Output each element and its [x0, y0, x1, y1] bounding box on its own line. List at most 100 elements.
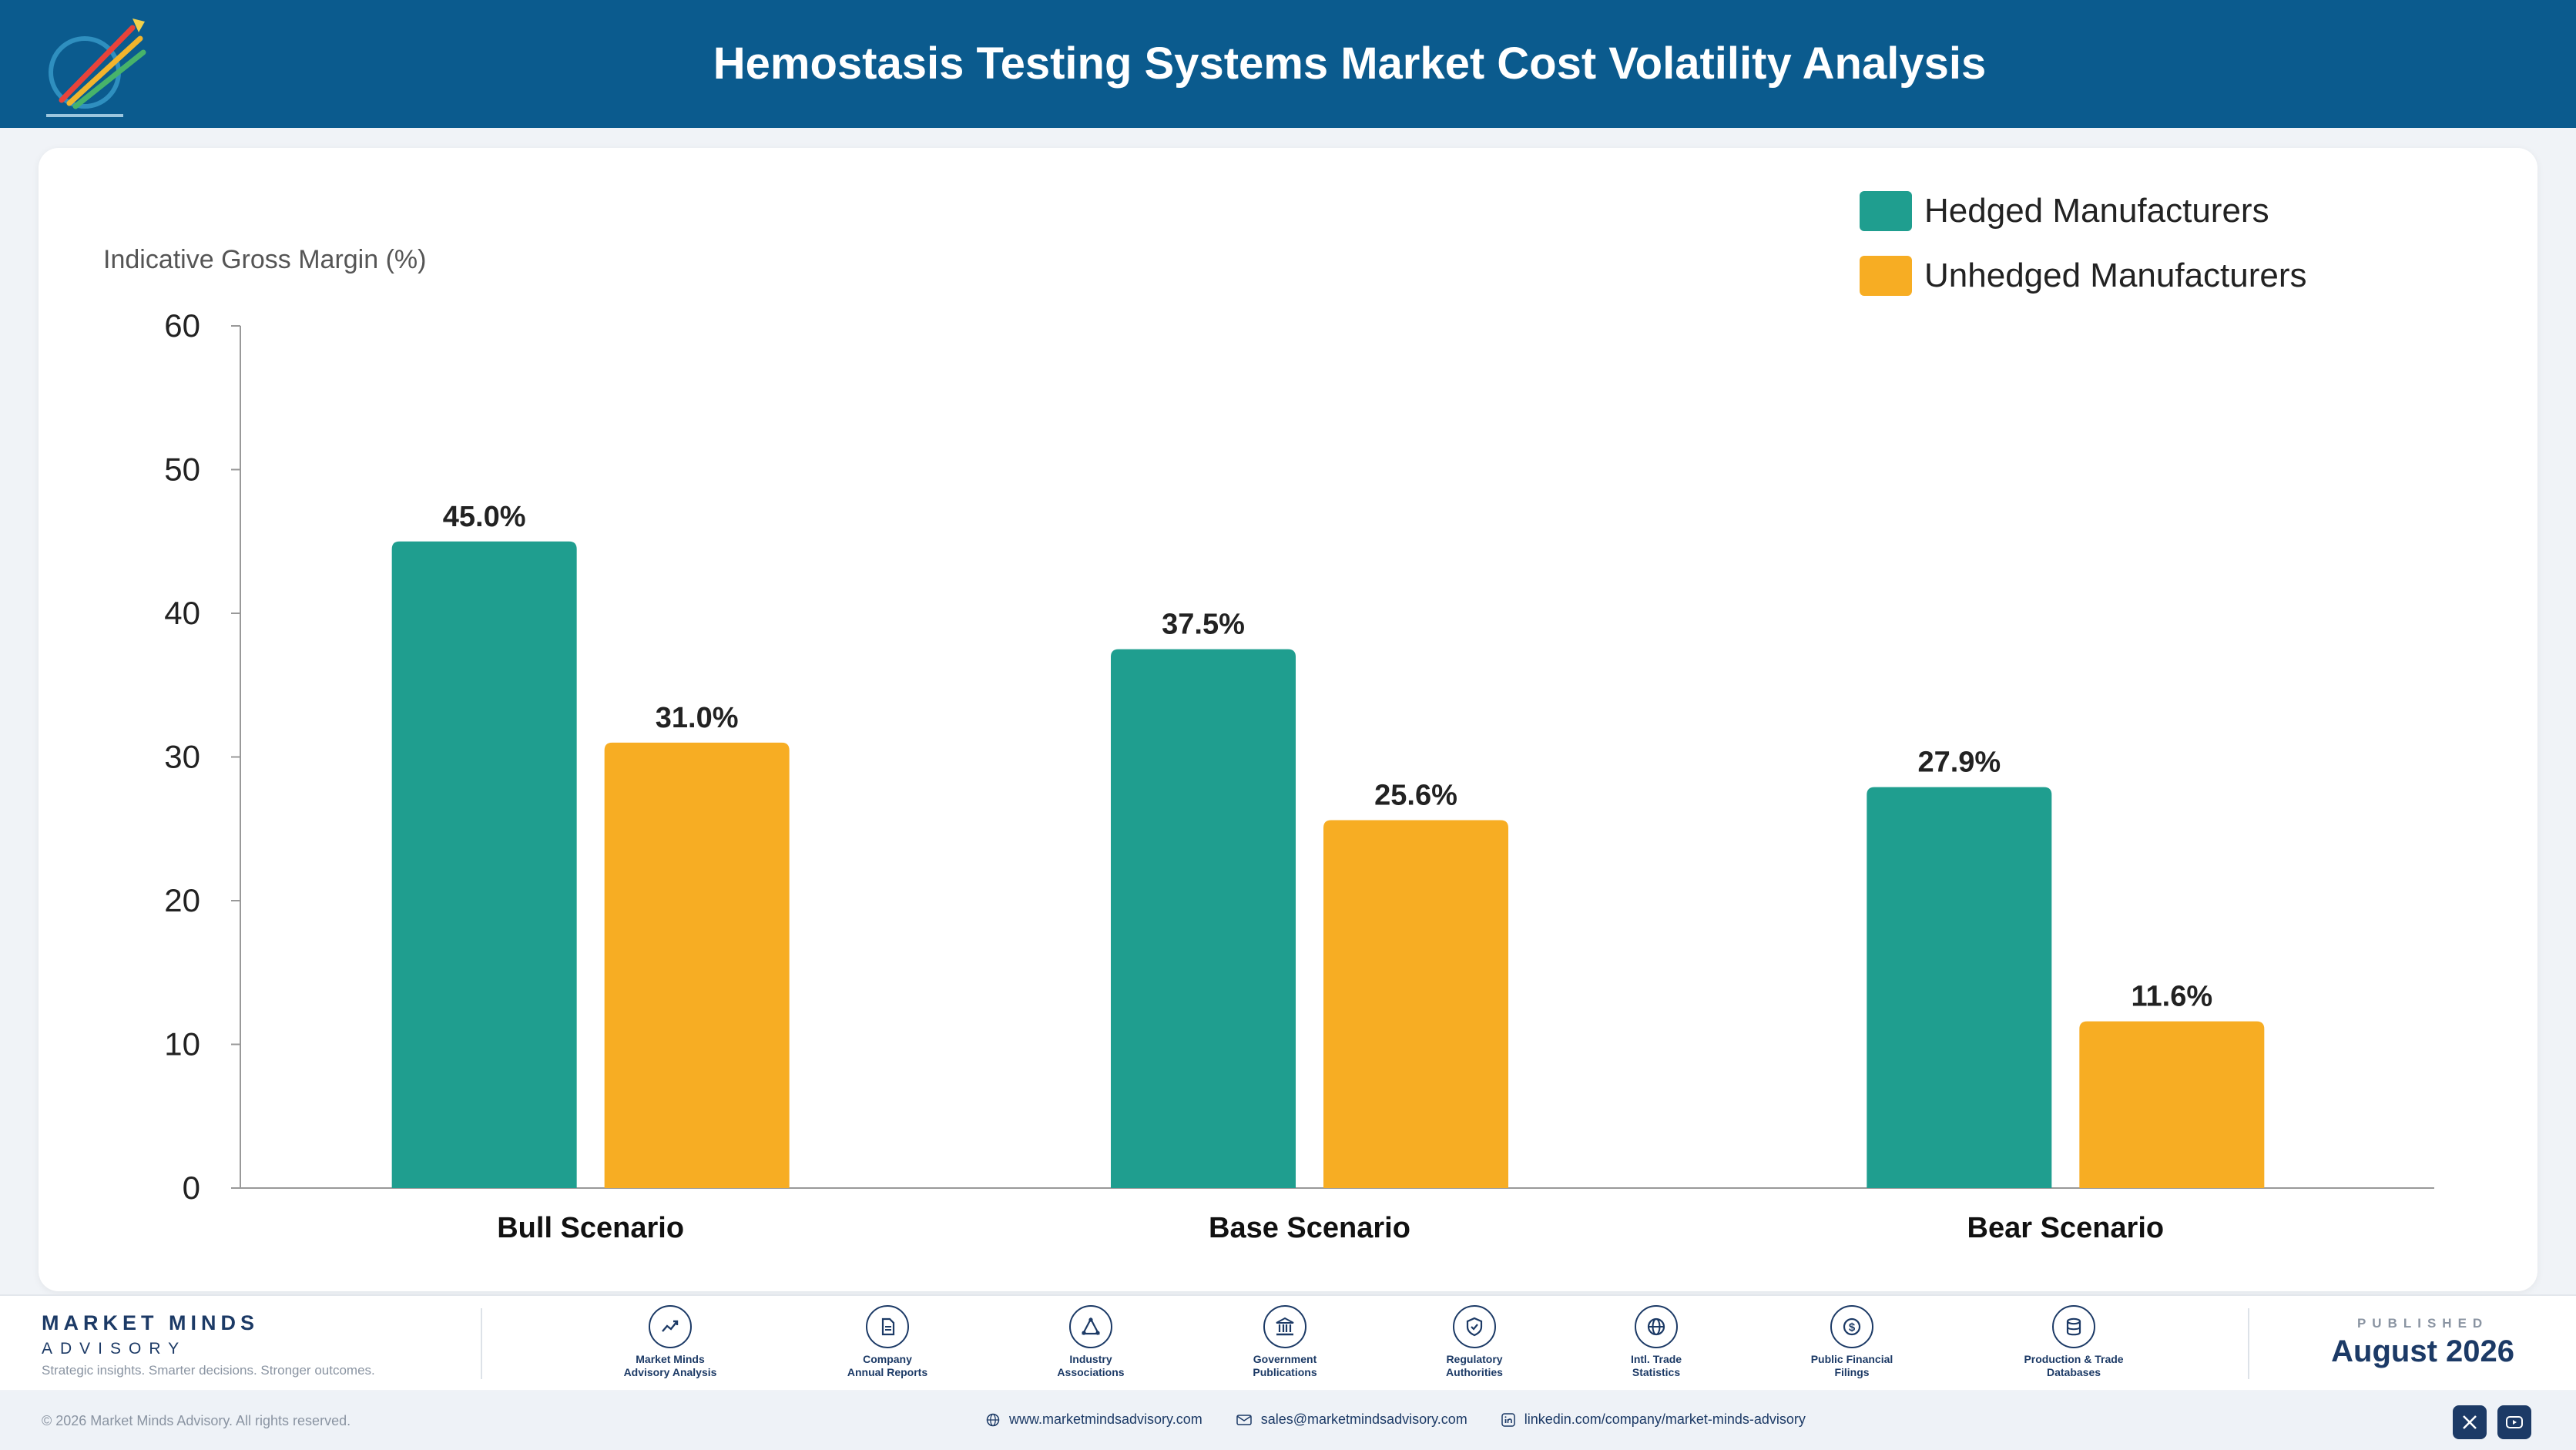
- government-building-icon: [1263, 1305, 1306, 1348]
- website-text: www.marketmindsadvisory.com: [1009, 1411, 1202, 1427]
- bar-unhedged: [1323, 820, 1508, 1188]
- header-bar: Hemostasis Testing Systems Market Cost V…: [0, 0, 2576, 128]
- source-label: Government Publications: [1200, 1353, 1370, 1379]
- source-label-line2: Publications: [1253, 1366, 1317, 1378]
- youtube-icon: [2506, 1416, 2523, 1428]
- bar-hedged: [1111, 649, 1296, 1188]
- data-sources: Market Minds Advisory Analysis Company Annu…: [570, 1305, 2157, 1388]
- mail-icon: [1236, 1414, 1252, 1425]
- source-label-line2: Annual Reports: [847, 1366, 928, 1378]
- bar-value-label: 11.6%: [2132, 981, 2213, 1013]
- company-logo: [46, 18, 146, 117]
- source-item: $ Public Financial Filings: [1767, 1305, 1937, 1379]
- source-label-line2: Statistics: [1632, 1366, 1681, 1378]
- source-label-line1: Industry: [1069, 1353, 1112, 1365]
- source-label: Production & Trade Databases: [1989, 1353, 2158, 1379]
- source-label-line1: Government: [1253, 1353, 1317, 1365]
- source-item: Market Minds Advisory Analysis: [585, 1305, 755, 1379]
- y-tick-label: 40: [164, 595, 200, 631]
- email-link[interactable]: sales@marketmindsadvisory.com: [1236, 1411, 1467, 1428]
- y-tick-label: 0: [183, 1170, 200, 1206]
- source-label-line2: Advisory Analysis: [623, 1366, 717, 1378]
- bottom-bar: © 2026 Market Minds Advisory. All rights…: [0, 1391, 2576, 1450]
- linkedin-text: linkedin.com/company/market-minds-adviso…: [1524, 1411, 1806, 1427]
- bar-unhedged: [2079, 1021, 2265, 1188]
- source-label-line1: Regulatory: [1446, 1353, 1503, 1365]
- source-label-line1: Intl. Trade: [1630, 1353, 1682, 1365]
- chart-card: Indicative Gross Margin (%) 0 10 20 30 40 50 60…: [39, 148, 2537, 1291]
- shield-check-icon: [1453, 1305, 1496, 1348]
- contact-links: www.marketmindsadvisory.com sales@market…: [986, 1411, 1806, 1428]
- x-category-label: Bull Scenario: [497, 1212, 684, 1244]
- x-social-button[interactable]: [2453, 1405, 2487, 1439]
- footer-divider: [481, 1308, 482, 1379]
- y-tick-label: 50: [164, 451, 200, 488]
- bar-hedged: [391, 541, 577, 1188]
- y-tick-label: 60: [164, 307, 200, 344]
- linkedin-icon: [1501, 1412, 1515, 1427]
- legend-swatch: [1860, 191, 1912, 231]
- source-label: Public Financial Filings: [1767, 1353, 1937, 1379]
- y-axis-label: Indicative Gross Margin (%): [103, 245, 426, 274]
- document-icon: [866, 1305, 909, 1348]
- legend-label: Unhedged Manufacturers: [1924, 257, 2307, 294]
- source-label-line2: Authorities: [1446, 1366, 1503, 1378]
- brand-block: MARKET MINDS ADVISORY Strategic insights…: [42, 1311, 375, 1378]
- source-item: Government Publications: [1200, 1305, 1370, 1379]
- bar-unhedged: [604, 742, 790, 1188]
- y-tick-label: 20: [164, 882, 200, 918]
- linkedin-link[interactable]: linkedin.com/company/market-minds-adviso…: [1501, 1411, 1806, 1428]
- source-label: Intl. Trade Statistics: [1571, 1353, 1741, 1379]
- footer: MARKET MINDS ADVISORY Strategic insights…: [0, 1294, 2576, 1390]
- trend-chart-icon: [649, 1305, 692, 1348]
- website-link[interactable]: www.marketmindsadvisory.com: [986, 1411, 1202, 1428]
- youtube-social-button[interactable]: [2497, 1405, 2531, 1439]
- x-logo-icon: [2463, 1415, 2477, 1429]
- footer-divider: [2248, 1308, 2249, 1379]
- source-label: Company Annual Reports: [803, 1353, 972, 1379]
- source-label: Market Minds Advisory Analysis: [585, 1353, 755, 1379]
- page-title: Hemostasis Testing Systems Market Cost V…: [713, 39, 1987, 89]
- bar-chart: Indicative Gross Margin (%) 0 10 20 30 40 50 60…: [103, 191, 2434, 1244]
- svg-text:$: $: [1849, 1321, 1856, 1334]
- source-label-line1: Production & Trade: [2024, 1353, 2124, 1365]
- source-item: Intl. Trade Statistics: [1571, 1305, 1741, 1379]
- x-category-label: Base Scenario: [1209, 1212, 1410, 1244]
- source-item: Regulatory Authorities: [1390, 1305, 1559, 1379]
- source-label: Regulatory Authorities: [1390, 1353, 1559, 1379]
- legend-label: Hedged Manufacturers: [1924, 192, 2269, 230]
- source-label-line1: Public Financial: [1810, 1353, 1893, 1365]
- network-icon: [1069, 1305, 1112, 1348]
- y-tick-label: 10: [164, 1026, 200, 1062]
- bar-value-label: 27.9%: [1917, 747, 2001, 779]
- bar-value-label: 31.0%: [656, 702, 739, 734]
- brand-subtitle: ADVISORY: [42, 1340, 187, 1358]
- brand-name: MARKET MINDS: [42, 1311, 259, 1334]
- source-label-line1: Company: [863, 1353, 912, 1365]
- x-category-label: Bear Scenario: [1967, 1212, 2165, 1244]
- source-item: Industry Associations: [1006, 1305, 1176, 1379]
- source-label-line1: Market Minds: [636, 1353, 705, 1365]
- y-tick-label: 30: [164, 739, 200, 775]
- source-item: Production & Trade Databases: [1989, 1305, 2158, 1379]
- brand-tagline: Strategic insights. Smarter decisions. S…: [42, 1363, 375, 1378]
- source-item: Company Annual Reports: [803, 1305, 972, 1379]
- published-label: PUBLISHED: [2356, 1316, 2489, 1331]
- dollar-coin-icon: $: [1830, 1305, 1873, 1348]
- published-block: PUBLISHED August 2026: [2331, 1316, 2514, 1369]
- source-label-line2: Databases: [2046, 1366, 2101, 1378]
- bar-value-label: 25.6%: [1374, 780, 1457, 812]
- legend-swatch: [1860, 256, 1912, 296]
- published-date: August 2026: [2331, 1334, 2514, 1368]
- source-label-line2: Filings: [1834, 1366, 1870, 1378]
- bar-value-label: 37.5%: [1162, 609, 1245, 641]
- globe-icon: [1635, 1305, 1678, 1348]
- source-label: Industry Associations: [1006, 1353, 1176, 1379]
- globe-icon: [986, 1413, 1000, 1426]
- bar-value-label: 45.0%: [443, 501, 526, 533]
- copyright: © 2026 Market Minds Advisory. All rights…: [42, 1413, 351, 1428]
- source-label-line2: Associations: [1057, 1366, 1125, 1378]
- bar-hedged: [1867, 787, 2052, 1188]
- email-text: sales@marketmindsadvisory.com: [1260, 1411, 1467, 1427]
- database-icon: [2052, 1305, 2095, 1348]
